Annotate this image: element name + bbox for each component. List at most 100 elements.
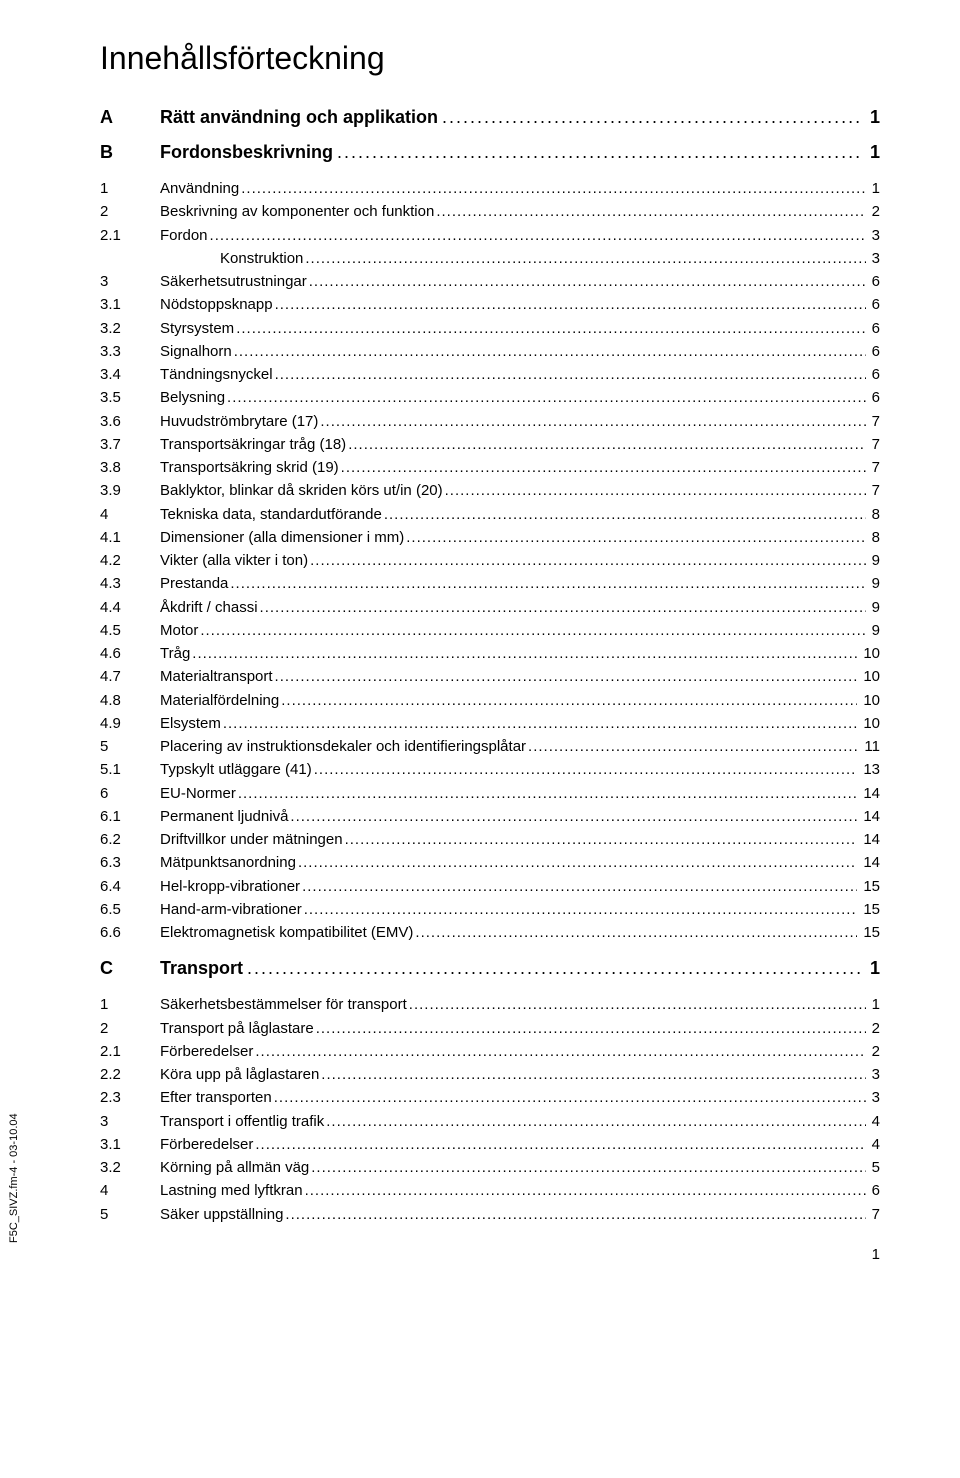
section-title: Rätt användning och applikation [160,107,862,128]
toc-entry-row: 6.5Hand-arm-vibrationer 15 [100,898,880,921]
entry-title: Signalhorn [160,340,866,363]
entry-page: 13 [857,758,880,781]
entry-id: 3.1 [100,1133,160,1156]
section-id: A [100,107,160,128]
toc-entry-row: 3.8Transportsäkring skrid (19) 7 [100,456,880,479]
entry-id: 4.8 [100,689,160,712]
entry-title: Materialtransport [160,665,857,688]
entry-title: Permanent ljudnivå [160,805,857,828]
entry-page: 3 [866,224,880,247]
entry-title: Tekniska data, standardutförande [160,503,866,526]
table-of-contents: ARätt användning och applikation 1BFordo… [100,107,880,1226]
entry-id: 4.7 [100,665,160,688]
toc-entry-row: 4.2Vikter (alla vikter i ton) 9 [100,549,880,572]
entry-title: EU-Normer [160,782,857,805]
entry-id: 3 [100,270,160,293]
section-title: Fordonsbeskrivning [160,142,862,163]
entry-page: 1 [866,993,880,1016]
entry-page: 7 [866,456,880,479]
entry-title: Hand-arm-vibrationer [160,898,857,921]
toc-section-row: ARätt användning och applikation 1 [100,107,880,128]
toc-entry-row: 3Säkerhetsutrustningar 6 [100,270,880,293]
toc-entry-row: 3.1Förberedelser 4 [100,1133,880,1156]
entry-title: Förberedelser [160,1133,866,1156]
entry-title: Säkerhetsutrustningar [160,270,866,293]
entry-page: 6 [866,1179,880,1202]
entry-title: Tråg [160,642,857,665]
entry-title: Förberedelser [160,1040,866,1063]
toc-entry-row: 4.4Åkdrift / chassi 9 [100,596,880,619]
entry-page: 4 [866,1133,880,1156]
toc-section-row: BFordonsbeskrivning 1 [100,142,880,163]
entry-id: 4.1 [100,526,160,549]
entry-title: Körning på allmän väg [160,1156,866,1179]
toc-entry-row: 5Säker uppställning 7 [100,1203,880,1226]
entry-title: Huvudströmbrytare (17) [160,410,866,433]
entry-id: 3.9 [100,479,160,502]
entry-title: Dimensioner (alla dimensioner i mm) [160,526,866,549]
entry-id: 4.2 [100,549,160,572]
toc-entry-row: Konstruktion 3 [100,247,880,270]
side-label: F5C_SIVZ.fm-4 - 03-10.04 [8,1113,20,1243]
entry-title: Tändningsnyckel [160,363,866,386]
entry-id: 3.2 [100,317,160,340]
entry-page: 2 [866,200,880,223]
entry-page: 7 [866,433,880,456]
entry-id: 2.1 [100,224,160,247]
toc-entry-row: 3.7Transportsäkringar tråg (18) 7 [100,433,880,456]
toc-entry-row: 6EU-Normer 14 [100,782,880,805]
entry-page: 9 [866,549,880,572]
entry-page: 9 [866,596,880,619]
page-number: 1 [100,1246,880,1263]
entry-page: 11 [858,735,880,758]
entry-id: 3.5 [100,386,160,409]
entry-id: 2.2 [100,1063,160,1086]
toc-entry-row: 4Lastning med lyftkran 6 [100,1179,880,1202]
entry-page: 7 [866,1203,880,1226]
entry-page: 9 [866,619,880,642]
entry-page: 15 [857,921,880,944]
entry-id: 6.5 [100,898,160,921]
entry-title: Transportsäkringar tråg (18) [160,433,866,456]
entry-id: 2 [100,1017,160,1040]
toc-entry-row: 2.1Fordon 3 [100,224,880,247]
entry-title: Transport i offentlig trafik [160,1110,866,1133]
entry-id: 6.6 [100,921,160,944]
entry-page: 4 [866,1110,880,1133]
toc-entry-row: 3.3Signalhorn 6 [100,340,880,363]
entry-page: 6 [866,363,880,386]
entry-page: 6 [866,340,880,363]
entry-page: 3 [866,1086,880,1109]
entry-title: Vikter (alla vikter i ton) [160,549,866,572]
entry-title: Säkerhetsbestämmelser för transport [160,993,866,1016]
toc-entry-row: 2.2Köra upp på låglastaren 3 [100,1063,880,1086]
toc-entry-row: 2Beskrivning av komponenter och funktion… [100,200,880,223]
entry-page: 2 [866,1017,880,1040]
entry-title: Typskylt utläggare (41) [160,758,857,781]
toc-entry-row: 3.2Körning på allmän väg 5 [100,1156,880,1179]
entry-id: 4.4 [100,596,160,619]
toc-entry-row: 4.3Prestanda 9 [100,572,880,595]
entry-title: Hel-kropp-vibrationer [160,875,857,898]
entry-page: 8 [866,526,880,549]
page-title: Innehållsförteckning [100,40,880,77]
toc-section-row: CTransport 1 [100,958,880,979]
entry-title: Transport på låglastare [160,1017,866,1040]
section-page: 1 [862,107,880,128]
entry-title: Mätpunktsanordning [160,851,857,874]
section-page: 1 [862,142,880,163]
entry-page: 7 [866,479,880,502]
toc-entry-row: 2Transport på låglastare 2 [100,1017,880,1040]
entry-page: 6 [866,317,880,340]
entry-id: 4.6 [100,642,160,665]
entry-id: 4.9 [100,712,160,735]
entry-title: Materialfördelning [160,689,857,712]
toc-entry-row: 2.1Förberedelser 2 [100,1040,880,1063]
toc-entry-row: 3.9Baklyktor, blinkar då skriden körs ut… [100,479,880,502]
toc-entries-block: 1Säkerhetsbestämmelser för transport 12T… [100,993,880,1226]
toc-entry-row: 4.9Elsystem 10 [100,712,880,735]
entry-page: 10 [857,642,880,665]
toc-entry-row: 6.6Elektromagnetisk kompatibilitet (EMV)… [100,921,880,944]
entry-id: 3.7 [100,433,160,456]
toc-entry-row: 3.5Belysning 6 [100,386,880,409]
